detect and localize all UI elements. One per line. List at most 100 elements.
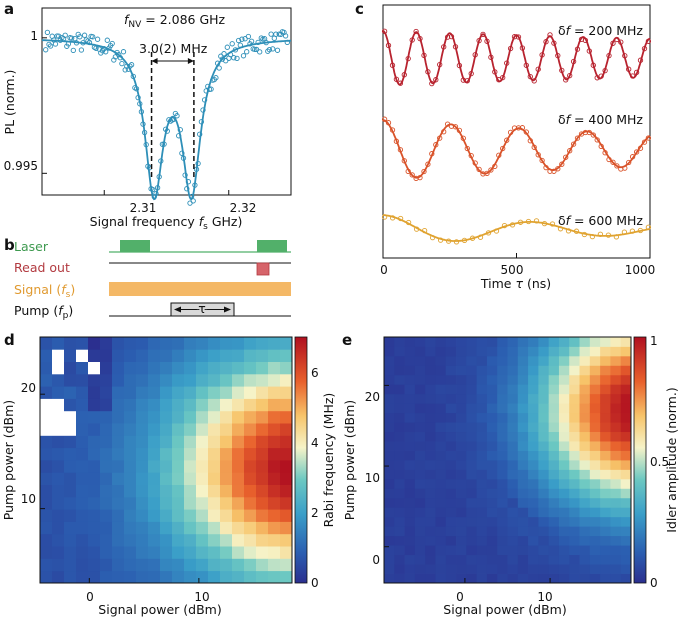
rabi-heatmap-cell [184,533,197,547]
rabi-heatmap-cell [136,435,149,449]
idler-heatmap-cell [456,526,467,537]
rabi-data-point [606,156,612,163]
idler-heatmap-cell [394,554,405,565]
rabi-heatmap-cell [244,533,257,547]
rabi-data-point [586,129,592,136]
idler-heatmap-cell [507,526,519,537]
rabi-data-point [448,33,455,40]
rabi-heatmap-cell [100,373,113,387]
idler-heatmap-cell [445,422,457,433]
idler-heatmap-cell [600,507,611,518]
rabi-heatmap-cell [220,521,233,535]
rabi-heatmap-cell [196,546,209,559]
series-label-400: δf = 400 MHz [558,112,643,127]
rabi-heatmap-cell [268,496,281,510]
rabi-heatmap-cell [268,337,281,350]
rabi-heatmap-cell [172,509,185,522]
rabi-heatmap-cell [244,337,257,350]
rabi-data-point [456,62,463,69]
panel-d-rabi-map: 0 2 4 6 Rabi frequency (MHz) 0 10 10 20 … [1,336,336,617]
idler-heatmap-cell [456,431,467,442]
rabi-data-point [515,125,522,131]
idler-heatmap-cell [589,516,601,527]
idler-heatmap-cell [476,554,488,565]
rabi-heatmap-cell [100,410,113,424]
e-yaxis-label: Pump power (dBm) [342,400,357,520]
idler-heatmap-cell [497,374,508,385]
rabi-heatmap-cell [100,496,113,510]
pl-data-point [133,86,140,92]
e-cbar-tick: 0 [650,576,658,590]
rabi-heatmap-cell [232,546,245,559]
idler-heatmap-cell [466,469,478,480]
idler-heatmap-cell [476,431,488,442]
idler-heatmap-cell [435,441,447,451]
idler-heatmap-cell [456,535,467,546]
idler-heatmap-cell [620,516,632,527]
rabi-heatmap-cell [208,435,221,449]
pl-data-point [70,47,76,54]
rabi-data-point [468,152,474,159]
rabi-data-point [555,52,561,59]
rabi-heatmap-cell [244,460,257,473]
idler-heatmap-cell [394,403,405,414]
idler-heatmap-cell [538,460,550,470]
idler-heatmap-cell [476,384,488,395]
idler-heatmap-cell [548,365,560,376]
idler-heatmap-cell [404,403,416,414]
pl-data-point [78,47,85,53]
idler-heatmap-cell [589,431,601,442]
rabi-heatmap-cell [208,361,221,375]
idler-heatmap-cell [610,545,622,556]
idler-heatmap-cell [589,507,601,518]
idler-heatmap-cell [569,564,580,574]
idler-heatmap-cell [610,526,622,537]
idler-heatmap-cell [600,545,611,556]
rabi-heatmap-cell [52,423,65,436]
rabi-heatmap-cell [136,361,149,375]
rabi-heatmap-cell [52,533,65,547]
rabi-data-point [381,116,388,122]
idler-heatmap-cell [507,422,519,433]
rabi-data-point [381,214,388,220]
rabi-heatmap-cell [220,484,233,498]
rabi-data-point [645,224,652,230]
rabi-heatmap-cell [232,496,245,510]
rabi-data-point [461,237,468,244]
idler-heatmap-cell [425,412,436,423]
idler-heatmap-cell [456,355,467,366]
rabi-heatmap-cell [64,423,77,436]
a-ytick-label: 0.995 [4,159,38,173]
rabi-heatmap-cell [136,410,149,424]
rabi-heatmap-cell [64,509,77,522]
idler-heatmap-cell [384,450,395,461]
idler-heatmap-cell [569,337,580,347]
idler-heatmap-cell [384,535,395,546]
idler-heatmap-cell [517,422,529,433]
rabi-heatmap-cell [148,472,161,485]
idler-heatmap-cell [404,393,416,404]
rabi-data-point [401,158,407,164]
rabi-heatmap-cell [124,361,137,375]
rabi-data-point [484,170,490,177]
idler-heatmap-cell [497,516,508,527]
rabi-heatmap-cell [244,447,257,461]
rabi-heatmap-cell [244,472,257,485]
idler-heatmap-cell [558,488,570,499]
pl-data-point [184,186,190,192]
rabi-heatmap-cell [88,484,101,498]
c-xaxis-label: Time τ (ns) [480,276,551,291]
idler-heatmap-cell [548,507,560,518]
idler-heatmap-cell [476,460,488,470]
idler-heatmap-cell [620,374,632,385]
rabi-heatmap-cell [64,337,77,350]
pl-data-point [224,44,230,50]
rabi-heatmap-cell [244,570,257,584]
idler-heatmap-cell [404,422,416,433]
idler-heatmap-cell [569,488,580,499]
rabi-data-point [437,237,444,243]
idler-heatmap-cell [476,450,488,461]
idler-heatmap-cell [517,469,529,480]
rabi-heatmap-cell [172,435,185,449]
